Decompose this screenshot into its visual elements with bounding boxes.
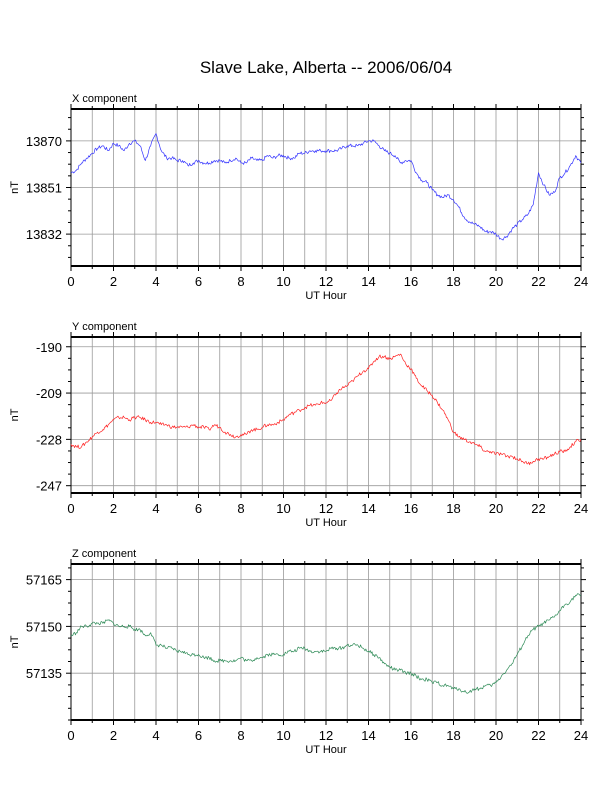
- x-tick-label: 18: [446, 274, 460, 289]
- y-tick-label: 57150: [26, 619, 62, 634]
- x-axis-label: UT Hour: [305, 517, 347, 529]
- y-axis-label: nT: [9, 635, 21, 648]
- x-tick-label: 20: [489, 501, 503, 516]
- x-axis-label: UT Hour: [305, 744, 347, 756]
- x-tick-label: 6: [195, 274, 202, 289]
- y-axis-label: nT: [9, 408, 21, 421]
- y-axis-label: nT: [9, 181, 21, 194]
- x-tick-label: 24: [574, 501, 588, 516]
- x-tick-label: 22: [531, 274, 545, 289]
- x-tick-label: 2: [110, 501, 117, 516]
- x-tick-label: 12: [319, 274, 333, 289]
- x-tick-label: 12: [319, 728, 333, 743]
- y-tick-label: -190: [36, 340, 62, 355]
- y-tick-label: 57135: [26, 666, 62, 681]
- series-line-z: [70, 593, 582, 694]
- x-tick-label: 4: [152, 501, 159, 516]
- x-tick-label: 12: [319, 501, 333, 516]
- x-tick-label: 16: [404, 501, 418, 516]
- series-line-x: [70, 133, 582, 241]
- series-line-y: [70, 353, 582, 466]
- x-tick-label: 0: [67, 274, 74, 289]
- y-tick-label: -247: [36, 479, 62, 494]
- x-tick-label: 24: [574, 728, 588, 743]
- x-tick-label: 24: [574, 274, 588, 289]
- x-tick-label: 8: [237, 501, 244, 516]
- y-tick-label: 13851: [26, 181, 62, 196]
- x-tick-label: 18: [446, 501, 460, 516]
- x-tick-label: 14: [361, 274, 375, 289]
- x-tick-label: 4: [152, 728, 159, 743]
- x-tick-label: 20: [489, 728, 503, 743]
- x-tick-label: 10: [276, 501, 290, 516]
- x-tick-label: 8: [237, 274, 244, 289]
- x-tick-label: 14: [361, 501, 375, 516]
- x-tick-label: 10: [276, 728, 290, 743]
- x-tick-label: 2: [110, 274, 117, 289]
- x-tick-label: 10: [276, 274, 290, 289]
- x-tick-label: 22: [531, 728, 545, 743]
- x-tick-label: 0: [67, 728, 74, 743]
- y-tick-label: -228: [36, 432, 62, 447]
- y-tick-label: -209: [36, 386, 62, 401]
- main-title: Slave Lake, Alberta -- 2006/06/04: [199, 58, 453, 77]
- panel-title-x: X component: [72, 93, 137, 105]
- x-tick-label: 8: [237, 728, 244, 743]
- x-tick-label: 22: [531, 501, 545, 516]
- y-tick-label: 57165: [26, 573, 62, 588]
- panel-title-y: Y component: [72, 321, 137, 333]
- x-axis-label: UT Hour: [305, 290, 347, 302]
- x-tick-label: 0: [67, 501, 74, 516]
- x-tick-label: 16: [404, 728, 418, 743]
- x-tick-label: 20: [489, 274, 503, 289]
- panel-title-z: Z component: [72, 548, 136, 560]
- x-tick-label: 14: [361, 728, 375, 743]
- y-tick-label: 13870: [26, 134, 62, 149]
- x-tick-label: 18: [446, 728, 460, 743]
- x-tick-label: 2: [110, 728, 117, 743]
- x-tick-label: 16: [404, 274, 418, 289]
- x-tick-label: 6: [195, 501, 202, 516]
- y-tick-label: 13832: [26, 227, 62, 242]
- x-tick-label: 4: [152, 274, 159, 289]
- x-tick-label: 6: [195, 728, 202, 743]
